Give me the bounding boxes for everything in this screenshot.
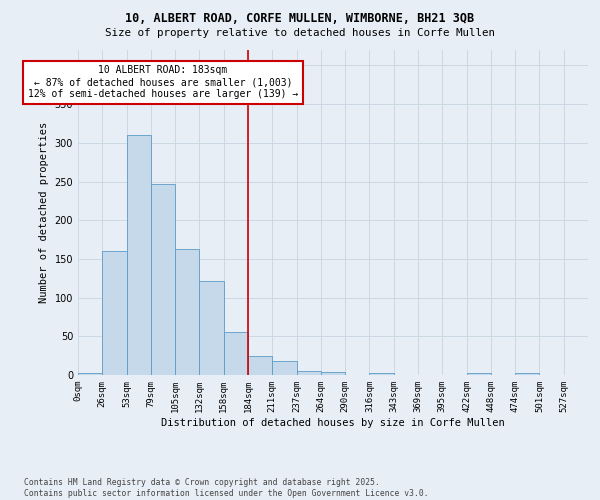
Bar (199, 280, 224, 375)
Bar (321, 372, 345, 375)
Text: 10, ALBERT ROAD, CORFE MULLEN, WIMBORNE, BH21 3QB: 10, ALBERT ROAD, CORFE MULLEN, WIMBORNE,… (125, 12, 475, 26)
Text: Size of property relative to detached houses in Corfe Mullen: Size of property relative to detached ho… (105, 28, 495, 38)
Bar (296, 371, 321, 375)
Bar (370, 374, 394, 375)
Bar (224, 332, 248, 375)
Text: 10 ALBERT ROAD: 183sqm
← 87% of detached houses are smaller (1,003)
12% of semi-: 10 ALBERT ROAD: 183sqm ← 87% of detached… (28, 66, 298, 98)
Bar (127, 135, 151, 375)
Bar (272, 361, 296, 375)
Bar (515, 374, 539, 375)
Text: Contains HM Land Registry data © Crown copyright and database right 2025.
Contai: Contains HM Land Registry data © Crown c… (24, 478, 428, 498)
Bar (102, 251, 127, 375)
Bar (467, 372, 491, 375)
Bar (248, 356, 272, 375)
Bar (151, 184, 175, 375)
Bar (78, 374, 102, 375)
X-axis label: Distribution of detached houses by size in Corfe Mullen: Distribution of detached houses by size … (161, 418, 505, 428)
Y-axis label: Number of detached properties: Number of detached properties (39, 122, 49, 303)
Bar (175, 249, 199, 375)
